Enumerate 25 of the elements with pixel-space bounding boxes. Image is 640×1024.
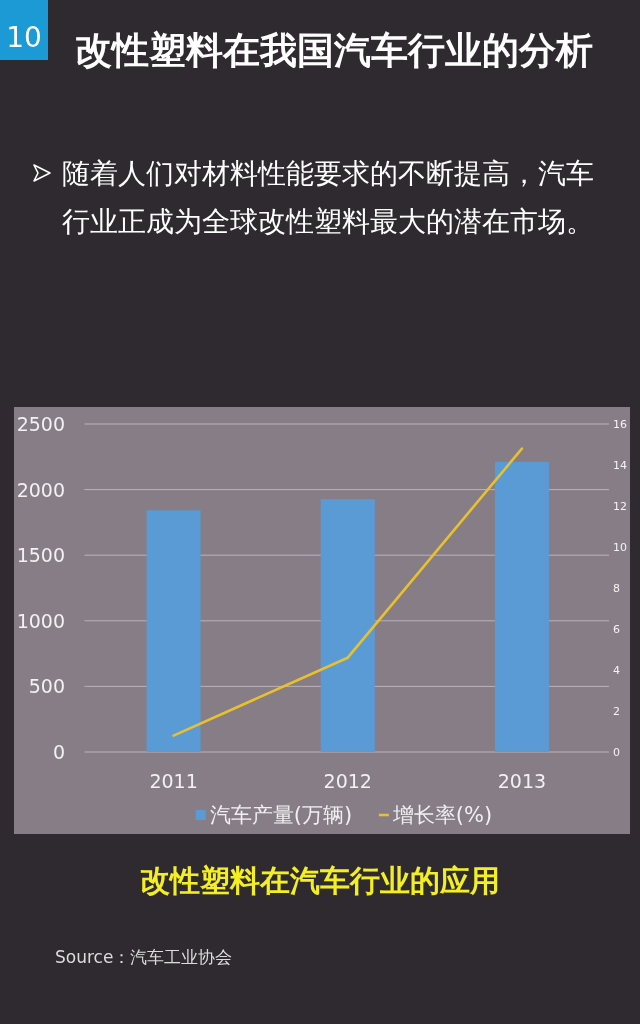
source-note: Source：汽车工业协会 <box>55 947 233 967</box>
y-tick-label: 1000 <box>16 609 65 632</box>
y2-tick-label: 12 <box>613 499 627 513</box>
y2-tick-label: 0 <box>613 745 620 759</box>
chart-subtitle: 随着人们对材料性能要求的不断提高，汽车行业正成为全球改性塑料最大的潜在市场。 <box>62 156 594 238</box>
y2-tick-label: 6 <box>613 622 620 636</box>
legend-label: 汽车产量(万辆) <box>209 803 353 827</box>
text: 10 <box>6 20 42 54</box>
y2-tick-label: 4 <box>613 663 620 677</box>
x-tick-label: 2011 <box>149 770 198 792</box>
x-tick-label: 2013 <box>497 770 547 792</box>
y-tick-label: 0 <box>52 741 65 763</box>
y2-tick-label: 2 <box>613 704 620 718</box>
y2-tick-label: 10 <box>613 540 627 554</box>
text: 改性塑料在汽车行业的应用 <box>140 862 500 898</box>
y-tick-label: 2500 <box>16 413 65 435</box>
y2-tick-label: 14 <box>613 458 627 472</box>
x-tick-label: 2012 <box>323 770 372 792</box>
y-tick-label: 2000 <box>16 478 65 501</box>
legend-label: 增长率(%) <box>391 803 493 827</box>
y-tick-label: 500 <box>28 675 65 698</box>
y-tick-label: 1500 <box>16 544 65 567</box>
chart-title: 改性塑料在我国汽车行业的分析 <box>75 28 593 72</box>
y2-tick-label: 8 <box>613 581 620 595</box>
y2-tick-label: 16 <box>613 417 627 431</box>
